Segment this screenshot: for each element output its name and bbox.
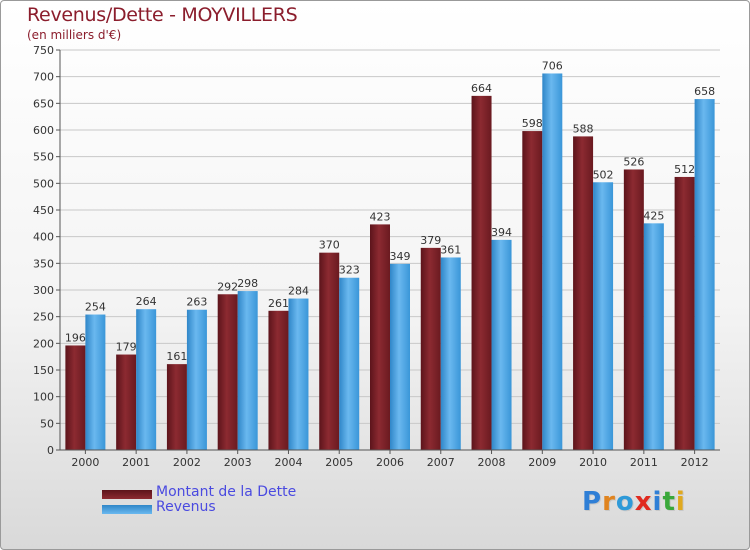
debt-bar (268, 310, 289, 450)
revenus-bar (186, 309, 207, 450)
legend-label-debt: Montant de la Dette (156, 484, 297, 500)
y-tick-label: 50 (40, 417, 54, 430)
debt-value-label: 161 (166, 350, 187, 363)
legend-swatch-debt (102, 490, 152, 499)
revenus-bar (136, 309, 157, 450)
logo-letter: o (615, 487, 635, 517)
debt-value-label: 261 (268, 297, 289, 310)
proxiti-logo: Proxiti (582, 487, 686, 517)
debt-bar (623, 169, 644, 450)
debt-bar (471, 95, 492, 450)
revenus-bar (440, 257, 461, 450)
x-tick-label: 2005 (325, 456, 353, 469)
debt-value-label: 598 (522, 117, 543, 130)
debt-bar (65, 345, 86, 450)
revenus-bar (288, 298, 309, 450)
logo-letter: i (652, 487, 663, 517)
x-tick-label: 2006 (376, 456, 404, 469)
legend-swatch-revenus (102, 505, 152, 514)
debt-bar (573, 136, 594, 450)
y-tick-label: 400 (33, 231, 54, 244)
y-tick-label: 650 (33, 97, 54, 110)
y-tick-label: 250 (33, 311, 54, 324)
chart-title: Revenus/Dette - MOYVILLERS (27, 4, 298, 26)
chart-subtitle: (en milliers d'€) (27, 28, 122, 42)
legend-label-revenus: Revenus (156, 499, 216, 515)
revenus-value-label: 361 (440, 243, 461, 256)
revenus-bar (390, 263, 410, 450)
x-tick-label: 2010 (579, 456, 607, 469)
revenus-bar (593, 182, 614, 450)
x-tick-label: 2002 (173, 456, 201, 469)
revenus-value-label: 323 (339, 264, 360, 277)
revenus-value-label: 658 (694, 85, 715, 98)
revenus-bar (237, 291, 258, 450)
y-tick-label: 100 (33, 391, 54, 404)
revenus-bar (85, 314, 106, 450)
y-tick-label: 300 (33, 284, 54, 297)
debt-value-label: 526 (623, 155, 644, 168)
y-tick-label: 600 (33, 124, 54, 137)
debt-value-label: 370 (319, 239, 340, 252)
y-tick-label: 0 (47, 444, 54, 457)
debt-bar (166, 364, 187, 450)
y-tick-label: 200 (33, 337, 54, 350)
debt-bar (674, 176, 695, 450)
logo-letter: r (602, 487, 616, 517)
y-tick-label: 350 (33, 257, 54, 270)
revenus-value-label: 394 (491, 226, 512, 239)
logo-letter: x (634, 487, 653, 517)
logo-letter: t (662, 487, 676, 517)
x-tick-label: 2009 (528, 456, 556, 469)
revenus-value-label: 502 (593, 168, 614, 181)
revenus-value-label: 298 (237, 277, 258, 290)
revenus-bar (643, 223, 664, 450)
revenus-bar (694, 99, 715, 451)
debt-value-label: 588 (573, 122, 594, 135)
y-tick-label: 450 (33, 204, 54, 217)
debt-value-label: 512 (674, 163, 695, 176)
debt-bar (319, 252, 340, 450)
logo-letter: P (582, 487, 603, 517)
x-tick-label: 2007 (427, 456, 455, 469)
x-tick-label: 2011 (630, 456, 658, 469)
revenus-value-label: 349 (390, 250, 411, 263)
debt-bar (522, 131, 543, 451)
debt-value-label: 179 (116, 341, 137, 354)
y-tick-label: 750 (33, 44, 54, 57)
logo-letter: i (675, 487, 686, 517)
x-tick-label: 2003 (224, 456, 252, 469)
x-tick-label: 2008 (478, 456, 506, 469)
revenus-value-label: 263 (186, 296, 207, 309)
x-tick-label: 2001 (122, 456, 150, 469)
debt-bar (370, 224, 390, 450)
y-tick-label: 700 (33, 71, 54, 84)
revenus-value-label: 284 (288, 285, 309, 298)
revenus-bar (491, 239, 512, 450)
revenus-value-label: 706 (542, 59, 563, 72)
debt-value-label: 423 (370, 210, 391, 223)
y-tick-label: 150 (33, 364, 54, 377)
debt-value-label: 292 (217, 280, 238, 293)
debt-value-label: 664 (471, 82, 492, 95)
revenus-value-label: 425 (643, 209, 664, 222)
revenus-bar (542, 73, 563, 450)
y-tick-label: 550 (33, 151, 54, 164)
revenus-bar (339, 277, 360, 450)
revenus-value-label: 264 (136, 295, 157, 308)
debt-bar (420, 247, 441, 450)
revenus-value-label: 254 (85, 301, 106, 314)
debt-bar (217, 294, 238, 450)
y-tick-label: 500 (33, 177, 54, 190)
debt-value-label: 379 (420, 234, 441, 247)
debt-value-label: 196 (65, 331, 86, 344)
x-tick-label: 2012 (681, 456, 709, 469)
x-tick-label: 2000 (71, 456, 99, 469)
debt-bar (116, 354, 137, 450)
x-tick-label: 2004 (274, 456, 302, 469)
